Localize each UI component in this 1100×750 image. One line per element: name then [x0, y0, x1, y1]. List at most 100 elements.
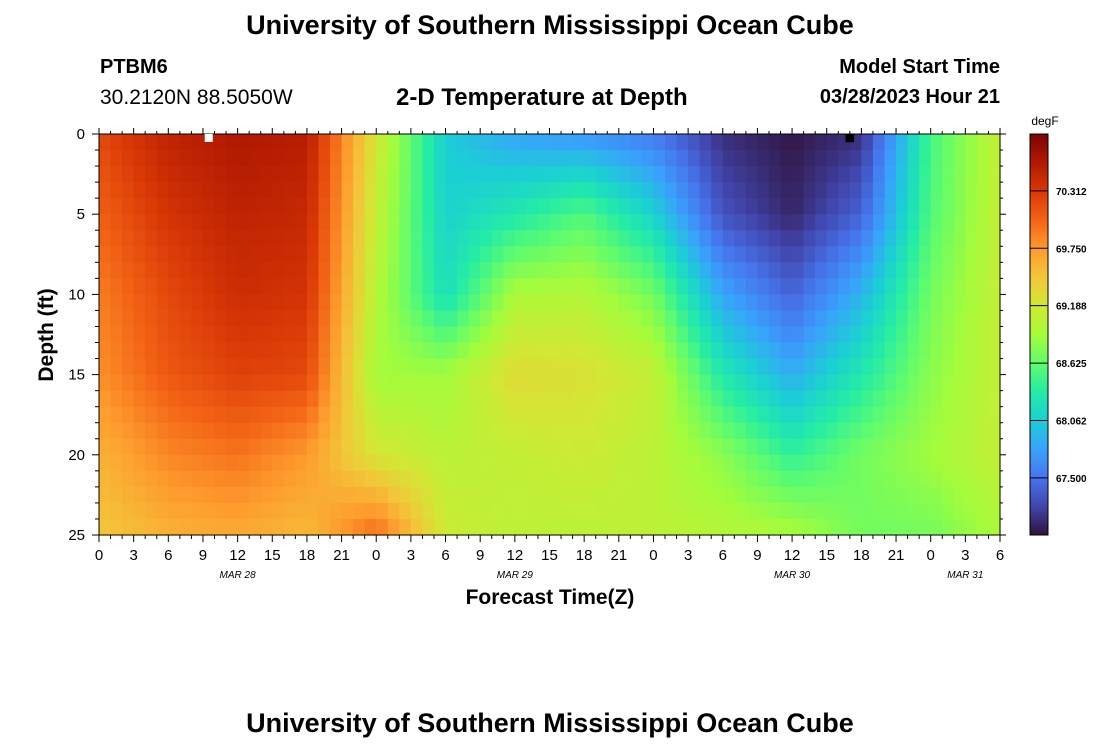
heatmap-cell	[214, 502, 227, 520]
heatmap-cell	[803, 454, 816, 472]
heatmap-cell	[815, 486, 828, 504]
heatmap-cell	[699, 518, 712, 536]
heatmap-cell	[665, 134, 678, 151]
heatmap-cell	[780, 182, 793, 199]
heatmap-cell	[249, 486, 262, 504]
heatmap-cell	[179, 182, 193, 199]
heatmap-cell	[896, 454, 909, 472]
heatmap-cell	[826, 454, 839, 472]
heatmap-cell	[491, 518, 504, 536]
heatmap-cell	[607, 310, 620, 328]
heatmap-cell	[676, 374, 689, 392]
heatmap-cell	[433, 262, 447, 279]
heatmap-cell	[988, 262, 1001, 279]
heatmap-cell	[514, 486, 527, 504]
heatmap-cell	[179, 470, 193, 488]
heatmap-cell	[387, 390, 400, 408]
heatmap-cell	[965, 502, 978, 520]
heatmap-cell	[237, 326, 250, 344]
heatmap-cell	[676, 150, 689, 167]
heatmap-cell	[768, 294, 782, 312]
heatmap-cell	[272, 374, 285, 392]
heatmap-cell	[641, 278, 655, 295]
heatmap-cell	[526, 214, 539, 231]
heatmap-cell	[618, 278, 631, 295]
heatmap-cell	[953, 278, 966, 295]
heatmap-cell	[410, 486, 424, 504]
heatmap-cell	[156, 198, 169, 215]
heatmap-cell	[976, 358, 990, 376]
heatmap-cell	[665, 438, 678, 456]
heatmap-cell	[514, 326, 527, 344]
heatmap-cell	[491, 294, 504, 312]
heatmap-cell	[549, 438, 562, 456]
heatmap-cell	[607, 166, 620, 183]
heatmap-cell	[433, 518, 447, 536]
heatmap-cell	[549, 358, 562, 376]
heatmap-cell	[965, 486, 978, 504]
heatmap-cell	[306, 390, 320, 408]
heatmap-cell	[561, 454, 574, 472]
heatmap-cell	[410, 150, 424, 167]
heatmap-cell	[826, 422, 839, 440]
heatmap-cell	[330, 374, 343, 392]
heatmap-cell	[122, 294, 135, 312]
heatmap-cell	[630, 438, 643, 456]
heatmap-cell	[976, 246, 990, 263]
heatmap-cell	[122, 246, 135, 263]
heatmap-cell	[503, 262, 516, 279]
heatmap-cell	[861, 390, 874, 408]
heatmap-cell	[330, 294, 343, 312]
heatmap-cell	[99, 134, 112, 151]
heatmap-cell	[561, 406, 574, 424]
heatmap-cell	[561, 198, 574, 215]
heatmap-cell	[965, 374, 978, 392]
heatmap-cell	[792, 326, 805, 344]
heatmap-cell	[399, 486, 412, 504]
heatmap-cell	[919, 246, 932, 263]
heatmap-cell	[976, 422, 990, 440]
heatmap-cell	[272, 214, 285, 231]
heatmap-cell	[537, 214, 551, 231]
heatmap-cell	[849, 214, 862, 231]
heatmap-cell	[537, 374, 551, 392]
heatmap-cell	[433, 326, 447, 344]
heatmap-cell	[110, 198, 123, 215]
heatmap-cell	[433, 278, 447, 295]
heatmap-cell	[283, 438, 296, 456]
heatmap-cell	[480, 134, 493, 151]
heatmap-cell	[896, 134, 909, 151]
heatmap-cell	[630, 518, 643, 536]
heatmap-cell	[399, 470, 412, 488]
heatmap-cell	[156, 182, 169, 199]
heatmap-cell	[202, 390, 216, 408]
heatmap-cell	[353, 342, 366, 360]
heatmap-cell	[156, 150, 169, 167]
heatmap-cell	[584, 134, 597, 151]
heatmap-cell	[907, 486, 920, 504]
heatmap-cell	[387, 278, 400, 295]
heatmap-cell	[734, 294, 747, 312]
heatmap-cell	[665, 278, 678, 295]
heatmap-cell	[318, 422, 331, 440]
heatmap-cell	[942, 454, 955, 472]
heatmap-cell	[699, 342, 712, 360]
heatmap-cell	[191, 454, 204, 472]
heatmap-cell	[318, 198, 331, 215]
heatmap-cell	[468, 214, 481, 231]
heatmap-cell	[202, 294, 216, 312]
heatmap-cell	[757, 486, 770, 504]
heatmap-cell	[861, 486, 874, 504]
heatmap-cell	[364, 390, 377, 408]
heatmap-cell	[930, 518, 943, 536]
heatmap-cell	[480, 342, 493, 360]
heatmap-cell	[595, 422, 608, 440]
heatmap-cell	[237, 262, 250, 279]
heatmap-cell	[607, 486, 620, 504]
heatmap-cell	[410, 262, 424, 279]
heatmap-cell	[295, 470, 308, 488]
heatmap-cell	[514, 230, 527, 247]
heatmap-cell	[965, 326, 978, 344]
heatmap-cell	[641, 358, 655, 376]
heatmap-cell	[618, 230, 631, 247]
